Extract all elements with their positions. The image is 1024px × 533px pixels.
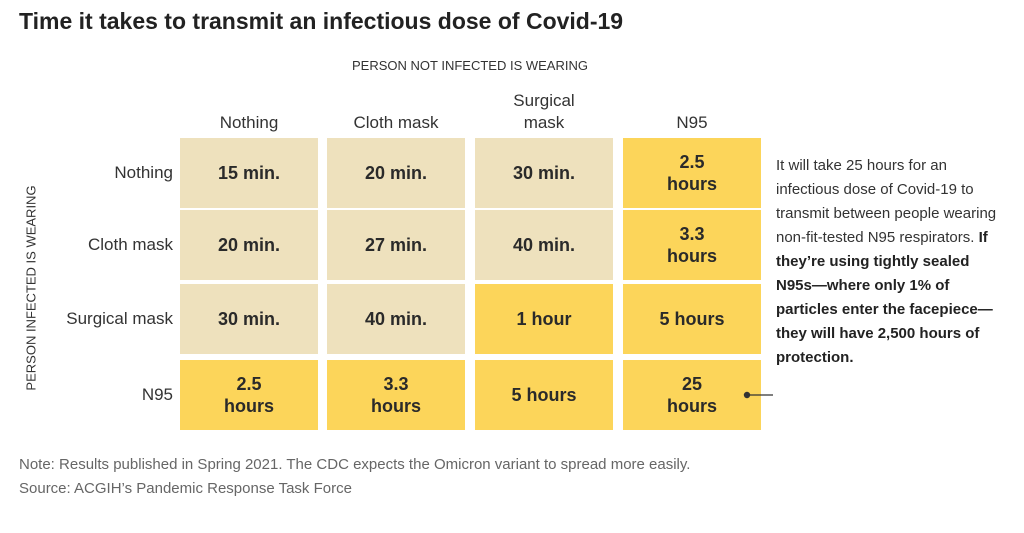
- column-header-surgical-mask: Surgical mask: [475, 86, 613, 134]
- cell-n95-x-surgical-mask: 5 hours: [475, 360, 613, 430]
- cell-value: 40 min.: [512, 235, 576, 255]
- row-header-surgical-mask: Surgical mask: [66, 309, 173, 328]
- cell-value: 30 min.: [512, 163, 576, 183]
- cell-cloth-mask-x-surgical-mask: 40 min.: [475, 210, 613, 280]
- cell-nothing-x-cloth-mask: 20 min.: [327, 138, 465, 208]
- cell-cloth-mask-x-nothing: 20 min.: [180, 210, 318, 280]
- cell-value: 15 min.: [217, 163, 281, 183]
- cell-value: 3.3 hours: [370, 374, 421, 416]
- cell-nothing-x-n95: 2.5 hours: [623, 138, 761, 208]
- column-header-nothing: Nothing: [180, 86, 318, 134]
- cell-value: 2.5 hours: [223, 374, 274, 416]
- footnote: Note: Results published in Spring 2021. …: [19, 453, 690, 501]
- column-group-label: PERSON NOT INFECTED IS WEARING: [352, 58, 588, 73]
- column-header-label: Cloth mask: [353, 113, 439, 132]
- column-header-label: Surgical mask: [513, 91, 575, 132]
- column-header-label: N95: [676, 113, 708, 132]
- cell-n95-x-nothing: 2.5 hours: [180, 360, 318, 430]
- cell-cloth-mask-x-cloth-mask: 27 min.: [327, 210, 465, 280]
- cell-surgical-mask-x-surgical-mask: 1 hour: [475, 284, 613, 354]
- annotation-note: It will take 25 hours for an infectious …: [776, 154, 1006, 370]
- chart-title: Time it takes to transmit an infectious …: [19, 8, 624, 34]
- annotation-bold-text: If they’re using tightly sealed N95s—whe…: [776, 229, 993, 366]
- cell-surgical-mask-x-cloth-mask: 40 min.: [327, 284, 465, 354]
- row-header-cloth-mask: Cloth mask: [87, 235, 173, 254]
- row-header-nothing: Nothing: [114, 163, 173, 182]
- column-header-cloth-mask: Cloth mask: [327, 86, 465, 134]
- cell-n95-x-cloth-mask: 3.3 hours: [327, 360, 465, 430]
- annotation-text: It will take 25 hours for an infectious …: [776, 157, 997, 246]
- cell-value: 2.5 hours: [666, 152, 717, 194]
- cell-cloth-mask-x-n95: 3.3 hours: [623, 210, 761, 280]
- row-header-n95: N95: [141, 385, 173, 404]
- footnote-note: Note: Results published in Spring 2021. …: [19, 456, 691, 473]
- cell-value: 1 hour: [516, 309, 572, 329]
- column-header-n95: N95: [623, 86, 761, 134]
- column-header-label: Nothing: [219, 113, 279, 132]
- cell-nothing-x-nothing: 15 min.: [180, 138, 318, 208]
- footnote-source: Source: ACGIH’s Pandemic Response Task F…: [19, 480, 352, 497]
- cell-value: 40 min.: [364, 309, 428, 329]
- cell-surgical-mask-x-n95: 5 hours: [623, 284, 761, 354]
- cell-value: 30 min.: [217, 309, 281, 329]
- cell-value: 5 hours: [511, 385, 577, 405]
- cell-value: 20 min.: [217, 235, 281, 255]
- cell-value: 27 min.: [364, 235, 428, 255]
- cell-value: 25 hours: [666, 374, 717, 416]
- cell-surgical-mask-x-nothing: 30 min.: [180, 284, 318, 354]
- cell-nothing-x-surgical-mask: 30 min.: [475, 138, 613, 208]
- cell-value: 20 min.: [364, 163, 428, 183]
- annotation-leader-line: [743, 391, 773, 399]
- cell-n95-x-n95: 25 hours: [623, 360, 761, 430]
- cell-value: 3.3 hours: [666, 224, 717, 266]
- cell-value: 5 hours: [659, 309, 725, 329]
